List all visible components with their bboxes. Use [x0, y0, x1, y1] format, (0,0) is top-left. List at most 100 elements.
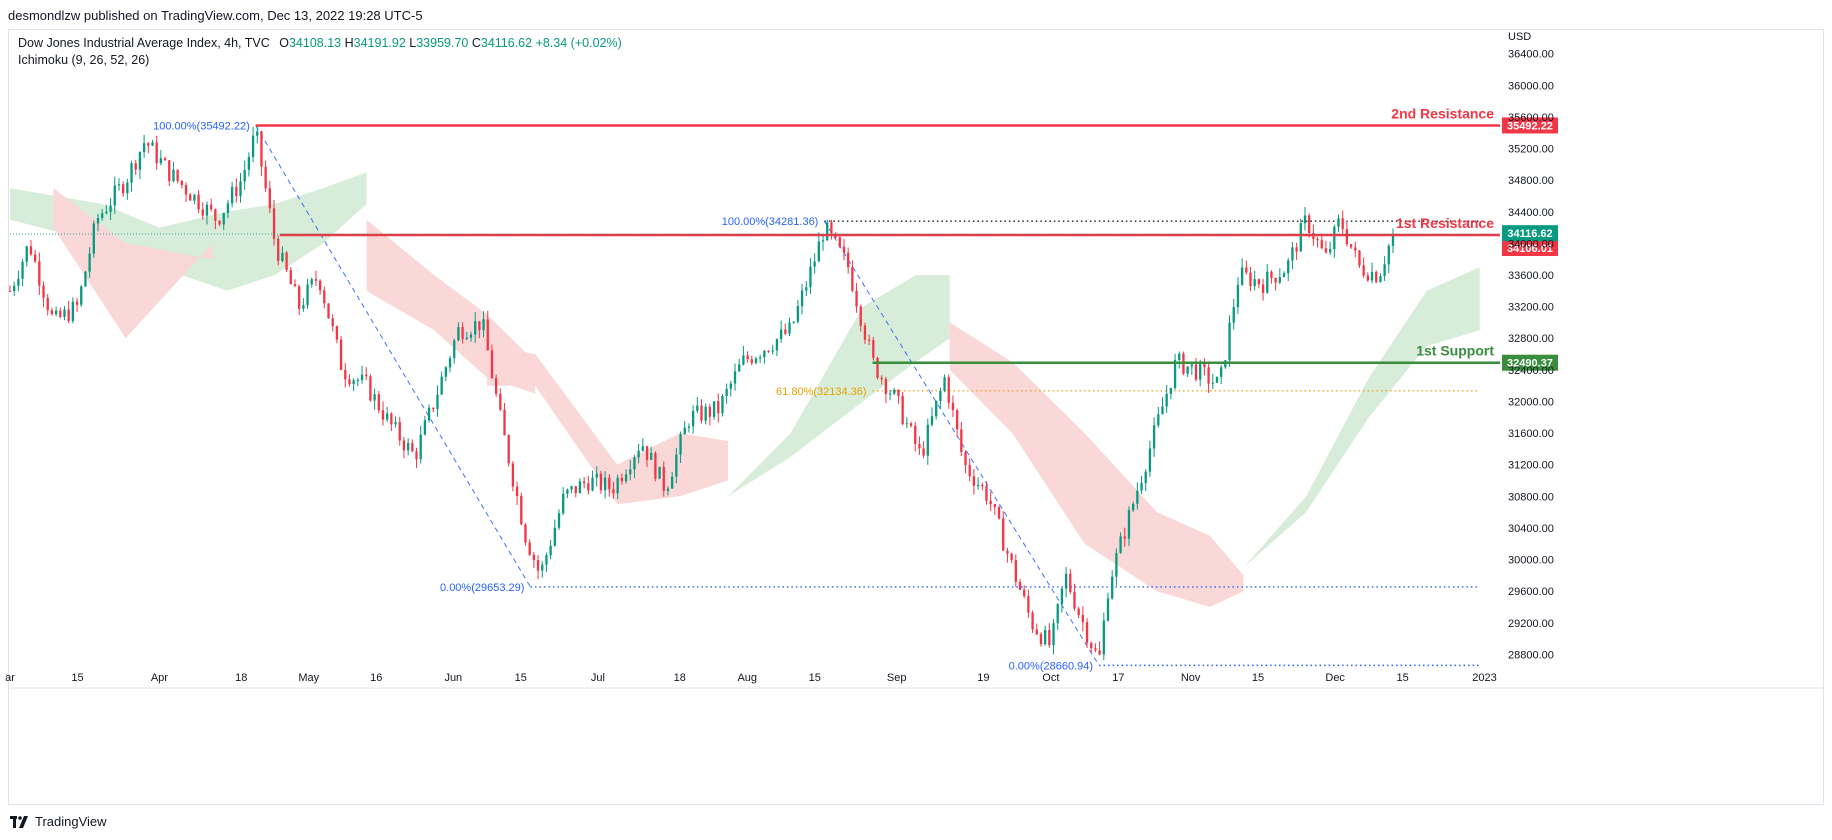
candle-body: [507, 435, 510, 464]
candle-body: [256, 131, 259, 136]
candle: [1274, 277, 1277, 291]
candle: [1069, 568, 1072, 595]
x-tick-label: Jul: [591, 672, 605, 684]
level-name: 1st Support: [1416, 343, 1494, 359]
candle: [184, 182, 188, 203]
candle-body: [67, 309, 70, 322]
candle-body: [59, 310, 62, 317]
candle-body: [482, 319, 485, 331]
tradingview-logo-icon: [10, 815, 28, 828]
x-tick-label: 17: [1112, 672, 1124, 684]
candle: [499, 388, 502, 412]
candle: [511, 461, 515, 492]
candle: [930, 407, 934, 427]
candle-body: [1148, 448, 1152, 472]
candle: [1190, 364, 1193, 375]
candle-body: [151, 142, 154, 146]
candle: [1240, 258, 1244, 286]
footer[interactable]: TradingView: [10, 814, 107, 829]
candle: [1043, 625, 1047, 646]
legend-symbol: Dow Jones Industrial Average Index, 4h, …: [18, 36, 270, 50]
candle-body: [21, 261, 24, 279]
x-tick-label: 16: [370, 672, 382, 684]
candle-body: [1282, 273, 1286, 278]
candle: [318, 279, 322, 295]
candle: [386, 406, 389, 423]
candle: [101, 209, 104, 221]
candle-body: [222, 213, 225, 225]
candle: [566, 488, 569, 499]
candle-body: [247, 157, 251, 170]
candle: [1278, 268, 1281, 285]
candle-body: [830, 222, 833, 234]
candle: [1362, 257, 1365, 279]
candle-body: [683, 427, 686, 435]
candle: [981, 482, 984, 491]
x-tick-label: 15: [1396, 672, 1408, 684]
y-tick-label: 28800.00: [1508, 649, 1554, 661]
cloud-segment-5: [949, 322, 1244, 607]
candle-body: [775, 339, 779, 351]
x-tick-label: Dec: [1325, 672, 1345, 684]
candle: [352, 378, 355, 392]
candle-body: [922, 448, 925, 456]
candle-body: [1249, 272, 1252, 287]
candle: [905, 417, 908, 429]
candle: [436, 385, 439, 417]
candle-body: [1333, 226, 1336, 250]
candle: [851, 260, 854, 293]
candle-body: [117, 184, 121, 186]
candle: [541, 561, 544, 578]
candle-body: [1320, 240, 1323, 249]
candle-body: [599, 473, 603, 491]
candle: [394, 416, 397, 428]
candle: [1375, 270, 1378, 284]
candle-body: [1245, 267, 1248, 273]
candle-body: [939, 390, 942, 401]
candle-body: [1043, 629, 1047, 645]
candle-body: [289, 270, 292, 285]
candle: [122, 181, 125, 197]
y-tick-label: 29600.00: [1508, 586, 1554, 598]
y-tick-label: 36400.00: [1508, 49, 1554, 61]
candle: [1249, 266, 1252, 292]
candle: [1169, 387, 1173, 400]
candle-body: [8, 290, 12, 292]
candle: [1098, 641, 1101, 656]
candle-body: [566, 489, 569, 494]
candle: [1111, 570, 1114, 600]
x-tick-label: 15: [71, 672, 83, 684]
candle-body: [1199, 363, 1202, 380]
candle: [671, 471, 674, 489]
candle: [402, 436, 406, 459]
candle: [1039, 632, 1043, 647]
candle: [989, 491, 992, 512]
candle-body: [515, 486, 519, 497]
candle: [826, 219, 829, 241]
candle: [591, 470, 594, 492]
footer-brand: TradingView: [35, 814, 107, 829]
candle: [360, 365, 364, 384]
candle-body: [645, 446, 649, 460]
candle-body: [779, 329, 783, 340]
candle-body: [976, 485, 980, 487]
candle-body: [1370, 271, 1374, 281]
candle-body: [981, 485, 984, 487]
candle-body: [109, 205, 112, 212]
candle: [675, 447, 678, 484]
candle-body: [13, 285, 16, 292]
candle-body: [327, 303, 330, 319]
candle-body: [1387, 245, 1390, 265]
candle-body: [1228, 322, 1231, 361]
candle-body: [92, 223, 95, 254]
candle: [1148, 440, 1152, 478]
candle: [105, 204, 108, 215]
candle-body: [595, 473, 598, 478]
candle: [972, 468, 976, 495]
candle-body: [1123, 536, 1126, 539]
candle-body: [239, 181, 242, 197]
candle: [796, 299, 800, 324]
candle: [784, 323, 787, 336]
level-name: 1st Resistance: [1396, 215, 1494, 231]
